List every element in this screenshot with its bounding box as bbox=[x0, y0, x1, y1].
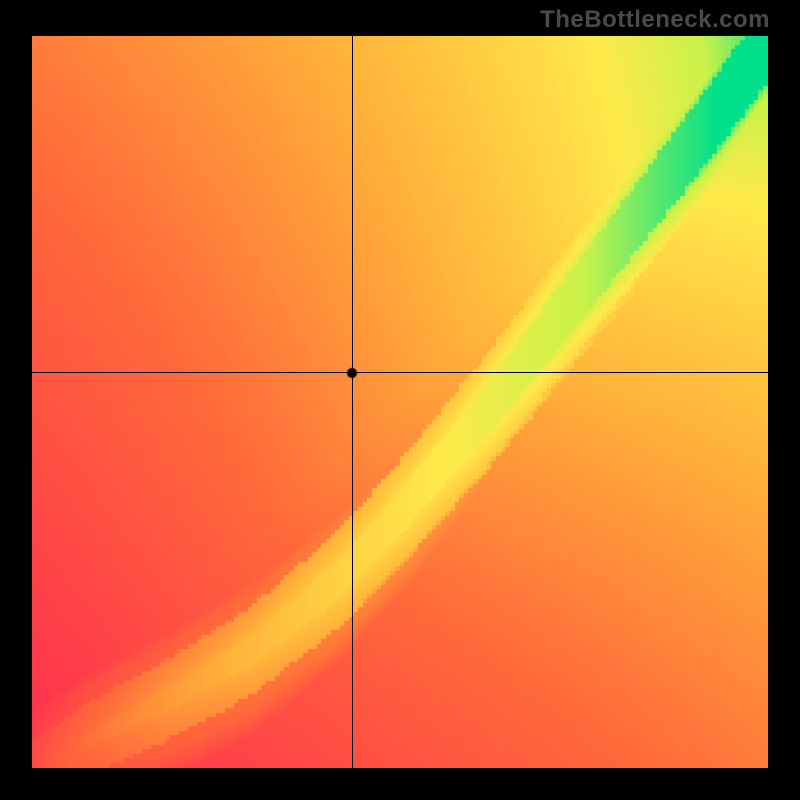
bottleneck-heatmap bbox=[32, 36, 768, 768]
chart-container: { "watermark": { "text": "TheBottleneck.… bbox=[0, 0, 800, 800]
watermark-text: TheBottleneck.com bbox=[540, 6, 770, 34]
crosshair-horizontal bbox=[32, 372, 768, 373]
crosshair-vertical bbox=[352, 36, 353, 768]
crosshair-dot bbox=[346, 367, 358, 379]
